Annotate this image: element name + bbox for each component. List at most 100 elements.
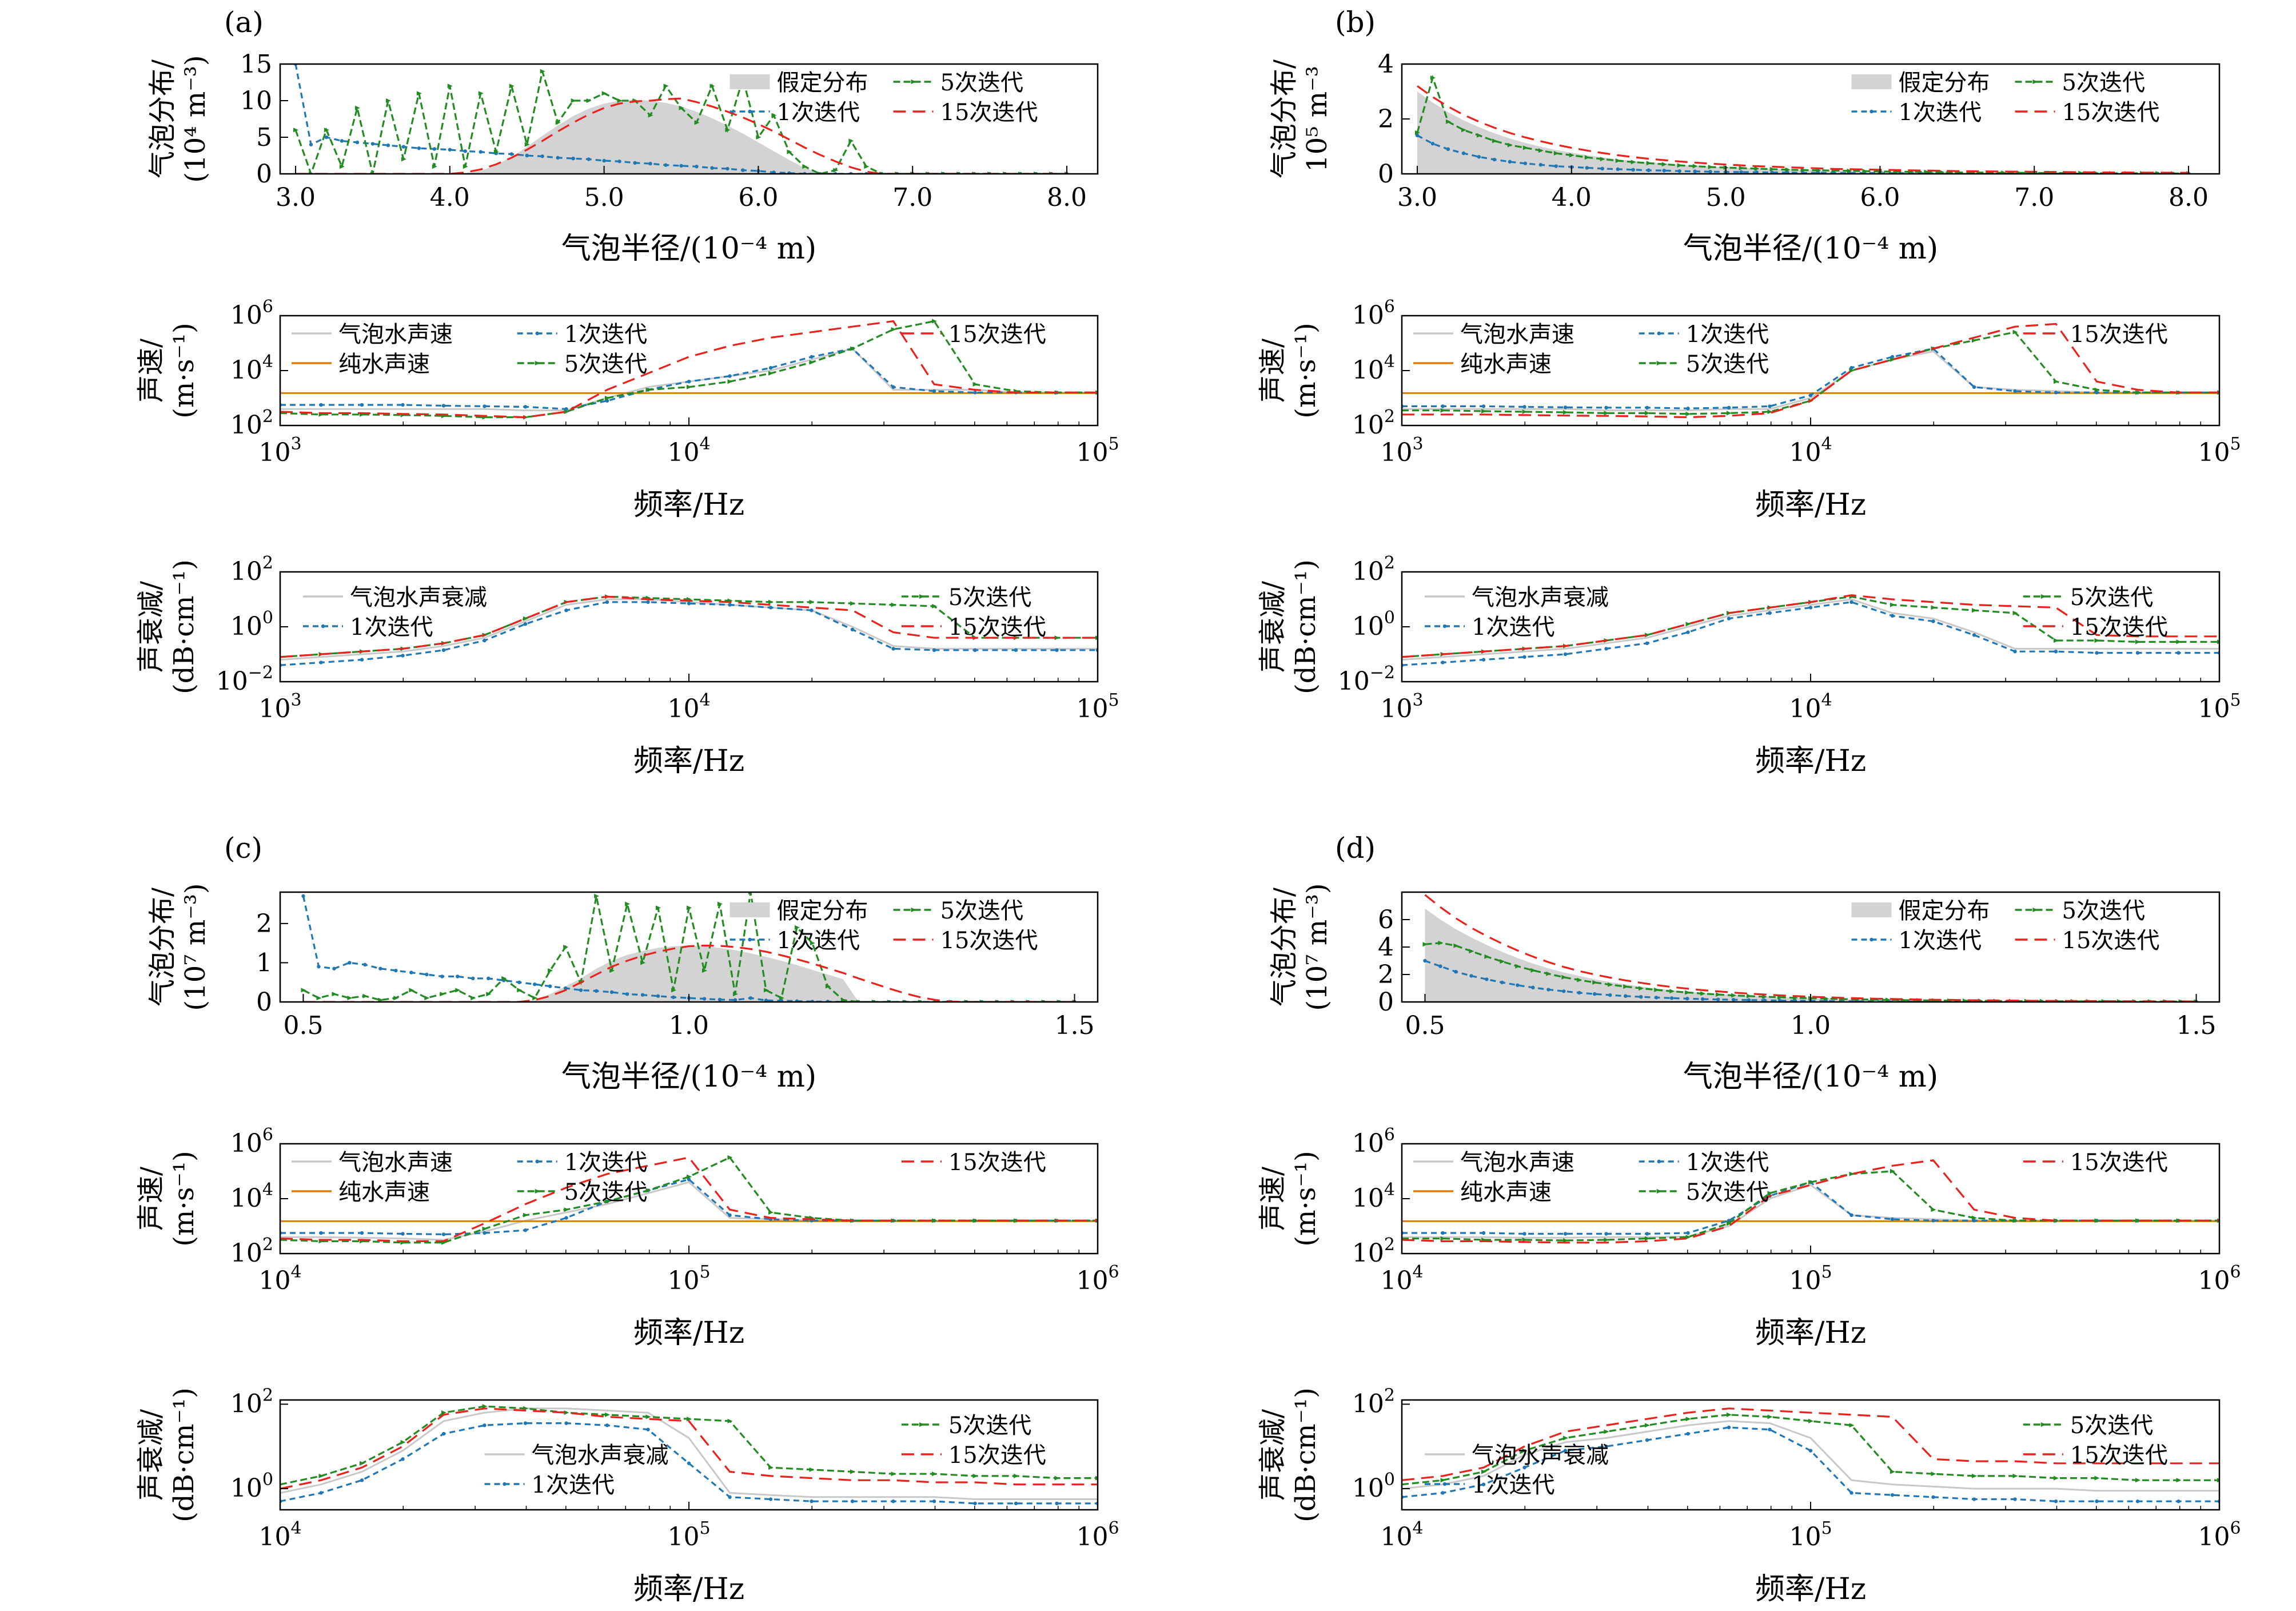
legend-item-bubbly_speed: 气泡水声速 xyxy=(292,1149,453,1176)
data-point xyxy=(1055,648,1059,653)
legend-label: 5次迭代 xyxy=(948,584,1031,611)
legend-label: 纯水声速 xyxy=(338,351,430,377)
data-point xyxy=(348,961,352,965)
data-point xyxy=(509,83,515,89)
data-point xyxy=(1727,1221,1732,1226)
series-bubbly_att-line xyxy=(280,1407,1098,1500)
data-point xyxy=(1569,153,1574,158)
data-point xyxy=(1727,1425,1731,1430)
data-point xyxy=(648,113,653,118)
legend-label: 气泡水声衰减 xyxy=(532,1442,669,1469)
y-tick-label: 102 xyxy=(1352,1385,1395,1418)
data-point xyxy=(679,105,684,110)
plot-area xyxy=(1402,323,2219,419)
y-tick-label: 102 xyxy=(230,1235,273,1268)
legend-item-iter15: 15次迭代 xyxy=(2015,928,2159,954)
legend-item-iter5: 5次迭代 xyxy=(893,70,1023,96)
data-point xyxy=(2094,1475,2100,1481)
x-tick-label: 7.0 xyxy=(892,183,932,212)
data-point xyxy=(756,135,762,140)
data-point xyxy=(972,382,978,387)
data-point xyxy=(663,83,669,89)
data-point xyxy=(1604,1238,1609,1242)
data-point xyxy=(564,409,569,414)
data-point xyxy=(850,1499,855,1503)
y-tick-label: 106 xyxy=(230,297,273,330)
legend-item-bubbly_att: 气泡水声衰减 xyxy=(303,584,487,611)
data-point xyxy=(471,976,475,981)
data-point xyxy=(1522,1448,1528,1453)
legend-label: 5次迭代 xyxy=(564,351,647,377)
data-point xyxy=(1762,994,1768,999)
series-iter15-line xyxy=(1402,1407,2219,1481)
data-point xyxy=(1731,997,1736,1002)
data-point xyxy=(555,120,561,125)
data-point xyxy=(768,1497,773,1501)
data-point xyxy=(1727,405,1731,409)
data-point xyxy=(646,1427,650,1431)
legend-label: 15次迭代 xyxy=(948,614,1046,641)
data-point xyxy=(594,989,599,993)
data-point xyxy=(1808,1180,1813,1185)
data-point xyxy=(1885,997,1891,1002)
data-point xyxy=(809,1467,815,1472)
x-tick-label: 105 xyxy=(1789,1262,1832,1295)
data-point xyxy=(1440,408,1446,413)
data-point xyxy=(768,606,773,610)
y-axis-label-line2: (10⁴ m⁻³) xyxy=(180,55,212,182)
data-point xyxy=(1890,1493,1895,1497)
data-point xyxy=(479,150,483,154)
legend-label: 1次迭代 xyxy=(1686,1149,1769,1176)
data-point xyxy=(2176,639,2182,645)
data-point xyxy=(1616,167,1620,172)
data-point xyxy=(633,161,637,165)
y-axis-label-line1: 声速/ xyxy=(1257,338,1289,403)
legend-item-iter15: 15次迭代 xyxy=(2023,1149,2168,1176)
data-point xyxy=(2095,651,2099,655)
x-tick-label: 8.0 xyxy=(1047,183,1087,212)
legend-label: 5次迭代 xyxy=(2070,1413,2153,1439)
data-point xyxy=(1770,170,1774,174)
legend-item-pure_speed: 纯水声速 xyxy=(1413,351,1552,377)
data-point xyxy=(1481,1482,1486,1486)
data-point xyxy=(625,901,631,906)
data-point xyxy=(617,160,621,164)
data-point xyxy=(1563,1435,1568,1441)
data-point xyxy=(1604,405,1608,409)
data-point xyxy=(687,380,691,384)
data-point xyxy=(1661,162,1667,167)
plot-area xyxy=(301,892,1078,1002)
data-point xyxy=(548,968,553,973)
x-tick-label: 4.0 xyxy=(1552,183,1592,212)
data-point xyxy=(1481,404,1486,408)
x-tick-label: 106 xyxy=(2198,1518,2241,1552)
data-point xyxy=(1656,1189,1662,1194)
data-point xyxy=(1522,1238,1528,1242)
data-point xyxy=(1727,1412,1732,1417)
y-tick-label: 106 xyxy=(1352,297,1395,330)
y-axis-label: 声衰减/(dB·cm⁻¹) xyxy=(1257,559,1322,694)
data-point xyxy=(1441,404,1445,408)
series-bubbly_att-line xyxy=(1402,1420,2219,1492)
legend-item-bubbly_speed: 气泡水声速 xyxy=(1413,1149,1574,1176)
y-axis-label: 气泡分布/(10⁷ m⁻³) xyxy=(1268,883,1333,1011)
data-point xyxy=(400,1439,406,1445)
data-point xyxy=(440,992,445,997)
series-assumed-area xyxy=(1425,908,2197,1002)
data-point xyxy=(973,1501,977,1506)
data-point xyxy=(2135,1478,2140,1483)
x-tick-label: 106 xyxy=(1076,1262,1119,1295)
data-point xyxy=(825,984,831,989)
data-point xyxy=(1767,409,1773,414)
data-point xyxy=(556,156,560,160)
data-point xyxy=(2094,387,2100,392)
data-point xyxy=(1481,658,1486,662)
y-axis-label: 声速/(m·s⁻¹) xyxy=(135,1151,200,1246)
x-tick-label: 7.0 xyxy=(2014,183,2054,212)
data-point xyxy=(1849,1491,1853,1495)
data-point xyxy=(1054,635,1060,641)
legend-item-iter15: 15次迭代 xyxy=(2023,321,2168,348)
data-point xyxy=(1716,992,1721,997)
data-point xyxy=(293,128,298,133)
